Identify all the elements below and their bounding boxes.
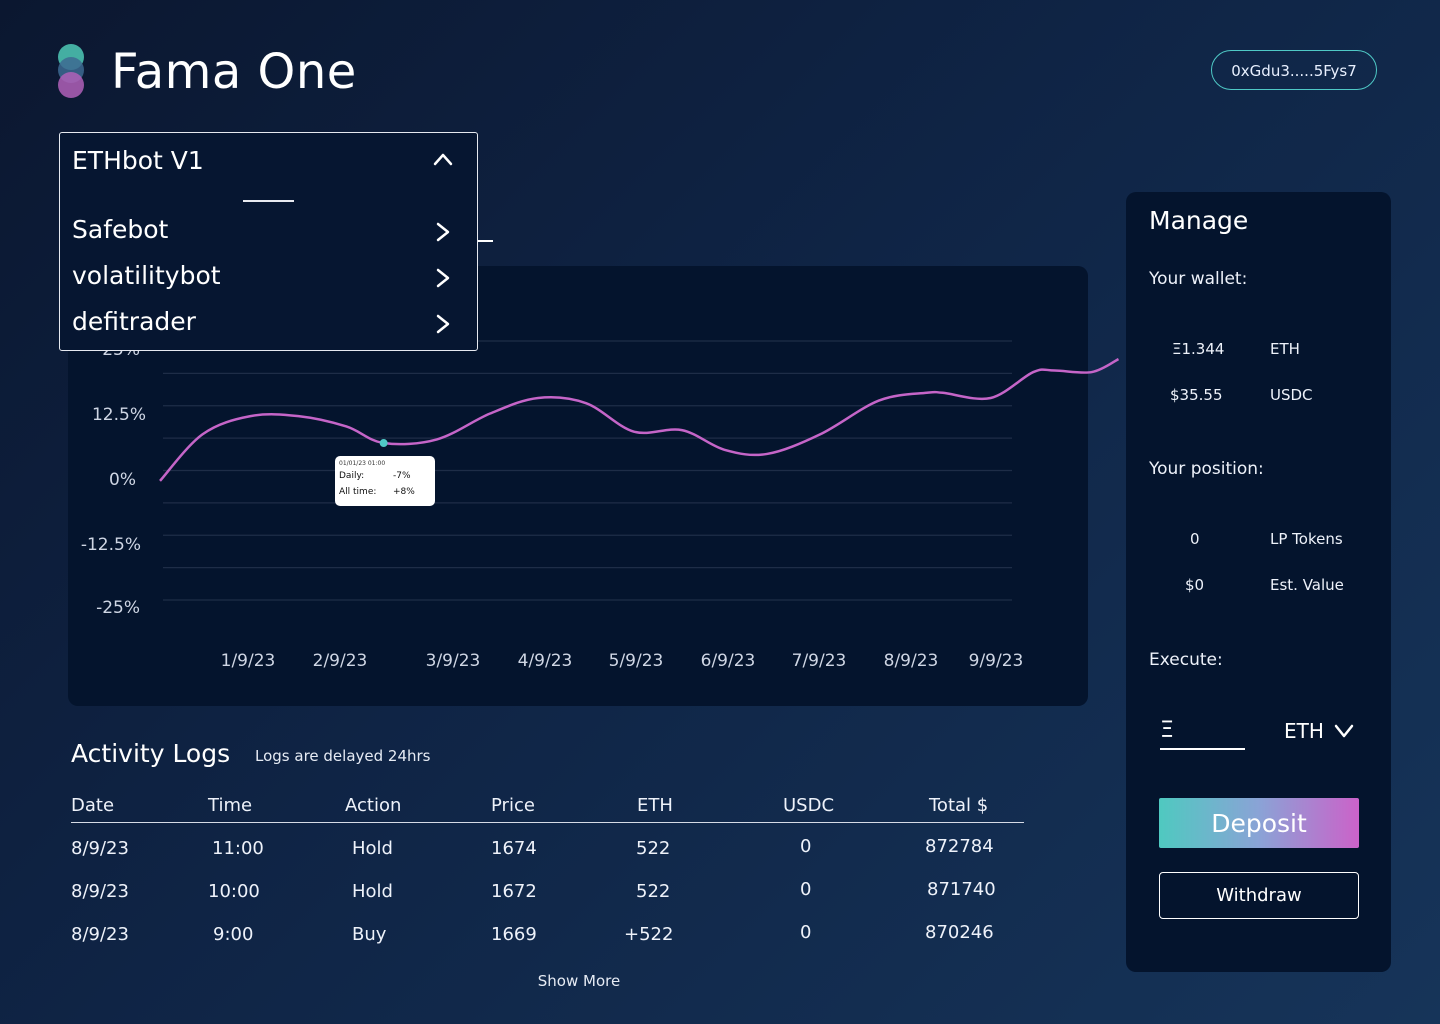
table-header-price: Price — [491, 795, 535, 816]
position-est-unit: Est. Value — [1270, 576, 1344, 594]
position-est-value: $0 — [1185, 576, 1205, 594]
table-cell: 870246 — [925, 922, 994, 943]
tooltip-date: 01/01/23 01:00 — [339, 460, 386, 467]
app-title: Fama One — [111, 44, 357, 100]
eth-amount-input-underline — [1160, 748, 1245, 750]
deposit-button[interactable]: Deposit — [1159, 798, 1359, 848]
table-cell: 10:00 — [208, 881, 260, 902]
x-tick-label: 4/9/23 — [517, 651, 573, 671]
y-tick-label: -25% — [96, 598, 140, 618]
chevron-right-icon[interactable] — [432, 221, 454, 243]
manage-title: Manage — [1149, 206, 1249, 235]
table-cell: 522 — [636, 881, 671, 902]
execute-label: Execute: — [1149, 650, 1223, 670]
table-cell: 8/9/23 — [71, 838, 129, 859]
tooltip-alltime-value: +8% — [393, 487, 415, 497]
selected-point-marker — [379, 439, 388, 448]
table-header-usdc: USDC — [783, 795, 835, 816]
bot-option-volatilitybot[interactable]: volatilitybot — [72, 261, 221, 290]
x-tick-label: 7/9/23 — [791, 651, 847, 671]
tooltip-daily-value: -7% — [393, 471, 411, 481]
x-tick-label: 3/9/23 — [425, 651, 481, 671]
table-cell: +522 — [624, 924, 674, 945]
app-logo-icon — [56, 44, 86, 100]
table-cell: 0 — [800, 922, 812, 943]
currency-select[interactable]: ETH — [1284, 719, 1324, 743]
table-cell: Buy — [352, 924, 387, 945]
table-cell: Hold — [352, 838, 393, 859]
x-tick-label: 8/9/23 — [883, 651, 939, 671]
table-header-date: Date — [71, 795, 115, 816]
table-cell: 8/9/23 — [71, 924, 129, 945]
table-header-action: Action — [345, 795, 402, 816]
table-cell: 1669 — [491, 924, 537, 945]
chevron-down-icon[interactable] — [1333, 720, 1355, 742]
wallet-usdc-value: $35.55 — [1170, 386, 1223, 404]
table-cell: 0 — [800, 836, 812, 857]
dropdown-divider — [243, 200, 294, 202]
wallet-eth-unit: ETH — [1270, 340, 1300, 358]
performance-line — [159, 358, 1120, 482]
activity-logs-title: Activity Logs — [71, 739, 231, 768]
show-more-link[interactable]: Show More — [537, 972, 621, 990]
tooltip-alltime-label: All time: — [339, 487, 377, 497]
x-tick-label: 9/9/23 — [968, 651, 1024, 671]
bot-selector-dropdown[interactable]: ETHbot V1 Safebot volatilitybot defitrad… — [59, 132, 478, 351]
table-cell: 8/9/23 — [71, 881, 129, 902]
y-tick-label: 12.5% — [91, 405, 146, 425]
tooltip-daily-label: Daily: — [339, 471, 365, 481]
bot-option-defitrader[interactable]: defitrader — [72, 307, 196, 336]
wallet-address-button[interactable]: 0xGdu3.....5Fys7 — [1211, 50, 1377, 90]
chevron-right-icon[interactable] — [432, 267, 454, 289]
table-cell: 0 — [800, 879, 812, 900]
chevron-up-icon[interactable] — [432, 149, 454, 171]
table-header-time: Time — [208, 795, 253, 816]
manage-panel — [1126, 192, 1391, 972]
table-header-divider — [71, 822, 1024, 823]
y-tick-label: -12.5% — [80, 535, 141, 555]
x-tick-label: 5/9/23 — [608, 651, 664, 671]
bot-option-safebot[interactable]: Safebot — [72, 215, 169, 244]
position-lp-value: 0 — [1190, 530, 1200, 548]
wallet-usdc-unit: USDC — [1270, 386, 1313, 404]
chart-tooltip: 01/01/23 01:00 Daily: -7% All time: +8% — [335, 456, 435, 506]
y-tick-label: 0% — [109, 470, 136, 490]
position-label: Your position: — [1149, 459, 1264, 479]
wallet-eth-value: Ξ1.344 — [1172, 340, 1225, 358]
x-tick-label: 1/9/23 — [220, 651, 276, 671]
bot-selector-selected[interactable]: ETHbot V1 — [72, 146, 204, 175]
activity-logs-note: Logs are delayed 24hrs — [255, 747, 431, 765]
table-cell: 1674 — [491, 838, 537, 859]
wallet-label: Your wallet: — [1149, 269, 1248, 289]
table-cell: 1672 — [491, 881, 537, 902]
table-cell: 872784 — [925, 836, 994, 857]
table-cell: 9:00 — [213, 924, 254, 945]
position-lp-unit: LP Tokens — [1270, 530, 1343, 548]
x-tick-label: 2/9/23 — [312, 651, 368, 671]
table-cell: 11:00 — [212, 838, 264, 859]
table-cell: 522 — [636, 838, 671, 859]
withdraw-button[interactable]: Withdraw — [1159, 872, 1359, 919]
table-cell: Hold — [352, 881, 393, 902]
table-header-total: Total $ — [929, 795, 989, 816]
eth-amount-input[interactable]: Ξ — [1160, 718, 1174, 743]
table-cell: 871740 — [927, 879, 996, 900]
chevron-right-icon[interactable] — [432, 313, 454, 335]
tab-underline-stub — [478, 240, 493, 242]
table-header-eth: ETH — [637, 795, 673, 816]
x-tick-label: 6/9/23 — [700, 651, 756, 671]
